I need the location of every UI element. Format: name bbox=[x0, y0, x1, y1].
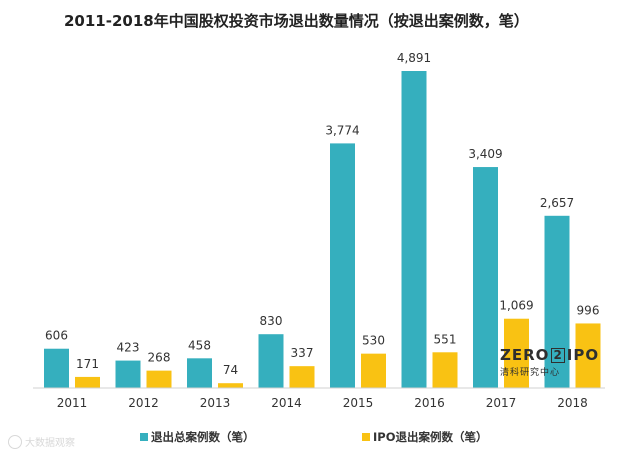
value-label-total-2017: 3,409 bbox=[468, 147, 502, 161]
legend-label-total: 退出总案例数（笔） bbox=[151, 430, 255, 444]
bar-ipo-2013 bbox=[218, 383, 243, 388]
legend-label-ipo: IPO退出案例数（笔） bbox=[373, 430, 488, 444]
bar-ipo-2012 bbox=[146, 370, 172, 388]
bar-total-2015 bbox=[330, 143, 355, 388]
zero2ipo-logo: ZERO 2 IPO 清科研究中心 bbox=[500, 346, 600, 378]
x-tick-label-2011: 2011 bbox=[57, 396, 88, 410]
chart-title: 2011-2018年中国股权投资市场退出数量情况（按退出案例数，笔） bbox=[64, 12, 529, 30]
bar-total-2016 bbox=[401, 71, 427, 388]
bar-total-2011 bbox=[44, 348, 69, 388]
legend-swatch-ipo bbox=[362, 433, 370, 441]
watermark-text: 大数据观察 bbox=[25, 438, 75, 449]
value-labels-group: 606 171 423 268 458 74 830 337 3,774 530 4,891 551 3… bbox=[45, 51, 599, 377]
value-label-ipo-2015: 530 bbox=[362, 334, 385, 348]
bar-total-2014 bbox=[258, 334, 284, 388]
x-tick-label-2017: 2017 bbox=[486, 396, 517, 410]
legend-item-ipo: IPO退出案例数（笔） bbox=[362, 429, 487, 445]
value-label-ipo-2013: 74 bbox=[223, 363, 238, 377]
value-label-total-2012: 423 bbox=[117, 341, 140, 355]
bar-ipo-2018 bbox=[575, 323, 601, 388]
x-tick-label-2018: 2018 bbox=[557, 396, 588, 410]
value-label-total-2016: 4,891 bbox=[397, 51, 431, 65]
value-label-total-2013: 458 bbox=[188, 338, 211, 352]
logo-sub-text: 清科研究中心 bbox=[500, 368, 561, 378]
logo-main-text: ZERO 2 IPO bbox=[500, 346, 600, 364]
value-label-total-2018: 2,657 bbox=[540, 196, 574, 210]
value-label-total-2011: 606 bbox=[45, 329, 68, 343]
bar-total-2013 bbox=[187, 358, 212, 388]
bar-ipo-2017 bbox=[504, 318, 529, 388]
value-label-ipo-2018: 996 bbox=[577, 303, 600, 317]
x-tick-label-2013: 2013 bbox=[200, 396, 231, 410]
x-tick-labels-group: 2011 2012 2013 2014 2015 2016 2017 2018 bbox=[57, 396, 588, 410]
value-label-ipo-2011: 171 bbox=[76, 357, 99, 371]
bars-group bbox=[44, 71, 601, 388]
watermark: 大数据观察 bbox=[8, 434, 75, 449]
bar-ipo-2014 bbox=[289, 366, 315, 388]
x-tick-label-2014: 2014 bbox=[271, 396, 302, 410]
value-label-ipo-2012: 268 bbox=[148, 351, 171, 365]
x-tick-label-2015: 2015 bbox=[343, 396, 374, 410]
bar-ipo-2016 bbox=[432, 352, 458, 388]
bar-ipo-2015 bbox=[361, 353, 386, 388]
legend-swatch-total bbox=[140, 433, 148, 441]
x-tick-label-2016: 2016 bbox=[414, 396, 445, 410]
value-label-ipo-2014: 337 bbox=[291, 346, 314, 360]
bar-total-2018 bbox=[544, 215, 570, 388]
bar-total-2012 bbox=[115, 360, 141, 388]
value-label-ipo-2017: 1,069 bbox=[499, 299, 533, 313]
watermark-icon bbox=[8, 434, 22, 449]
legend-item-total: 退出总案例数（笔） bbox=[140, 429, 255, 445]
bar-total-2017 bbox=[473, 167, 498, 388]
x-tick-label-2012: 2012 bbox=[128, 396, 159, 410]
value-label-ipo-2016: 551 bbox=[434, 332, 457, 346]
bar-ipo-2011 bbox=[75, 376, 100, 388]
value-label-total-2015: 3,774 bbox=[325, 123, 359, 137]
value-label-total-2014: 830 bbox=[260, 314, 283, 328]
